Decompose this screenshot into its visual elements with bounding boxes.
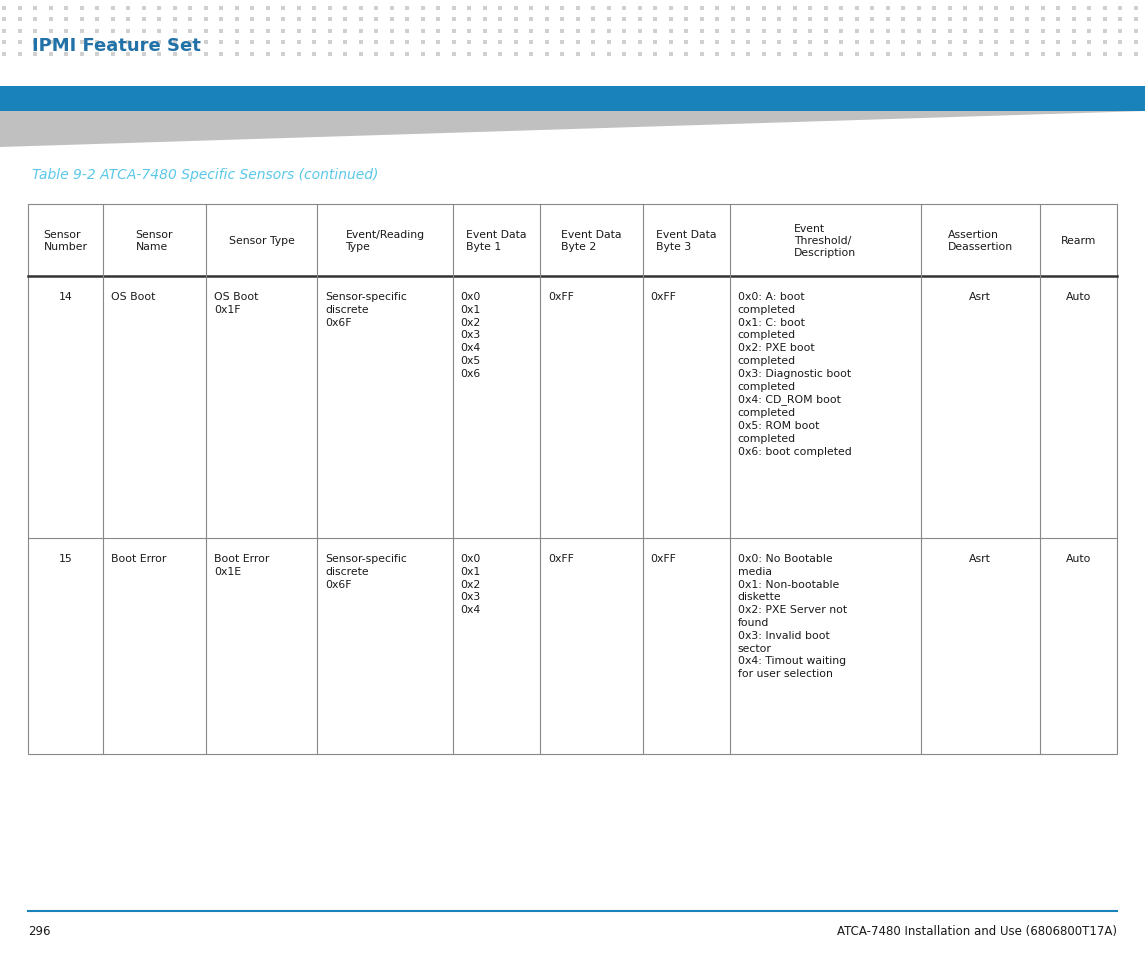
- Text: Boot Error
0x1E: Boot Error 0x1E: [214, 554, 269, 577]
- Text: Table 9-2 ATCA-7480 Specific Sensors (continued): Table 9-2 ATCA-7480 Specific Sensors (co…: [32, 168, 378, 182]
- Text: Assertion
Deassertion: Assertion Deassertion: [948, 230, 1013, 252]
- Text: Event Data
Byte 1: Event Data Byte 1: [466, 230, 527, 252]
- Text: OS Boot: OS Boot: [111, 292, 156, 302]
- Text: IPMI Feature Set: IPMI Feature Set: [32, 37, 200, 55]
- Text: Auto: Auto: [1066, 292, 1091, 302]
- Text: Asrt: Asrt: [970, 554, 992, 563]
- Text: Asrt: Asrt: [970, 292, 992, 302]
- Text: Event/Reading
Type: Event/Reading Type: [346, 230, 425, 252]
- Text: Sensor Type: Sensor Type: [229, 235, 294, 246]
- Bar: [27, 205, 1118, 754]
- Text: 0xFF: 0xFF: [650, 554, 677, 563]
- Text: 14: 14: [58, 292, 72, 302]
- Text: ATCA-7480 Installation and Use (6806800T17A): ATCA-7480 Installation and Use (6806800T…: [837, 924, 1118, 938]
- Text: Event Data
Byte 2: Event Data Byte 2: [561, 230, 622, 252]
- Text: 296: 296: [27, 924, 50, 938]
- Text: Sensor-specific
discrete
0x6F: Sensor-specific discrete 0x6F: [325, 292, 408, 327]
- Text: 0x0
0x1
0x2
0x3
0x4
0x5
0x6: 0x0 0x1 0x2 0x3 0x4 0x5 0x6: [460, 292, 481, 378]
- Bar: [0, 87, 1145, 112]
- Text: 15: 15: [58, 554, 72, 563]
- Text: 0xFF: 0xFF: [650, 292, 677, 302]
- Text: Auto: Auto: [1066, 554, 1091, 563]
- Text: Event Data
Byte 3: Event Data Byte 3: [656, 230, 717, 252]
- Text: Rearm: Rearm: [1060, 235, 1096, 246]
- Text: 0xFF: 0xFF: [547, 292, 574, 302]
- Text: Sensor
Number: Sensor Number: [44, 230, 87, 252]
- Text: Event
Threshold/
Description: Event Threshold/ Description: [795, 223, 856, 258]
- Text: Boot Error: Boot Error: [111, 554, 166, 563]
- Text: 0x0: No Bootable
media
0x1: Non-bootable
diskette
0x2: PXE Server not
found
0x3:: 0x0: No Bootable media 0x1: Non-bootable…: [737, 554, 847, 679]
- Polygon shape: [0, 112, 1145, 148]
- Text: Sensor-specific
discrete
0x6F: Sensor-specific discrete 0x6F: [325, 554, 408, 589]
- Text: 0x0
0x1
0x2
0x3
0x4: 0x0 0x1 0x2 0x3 0x4: [460, 554, 481, 615]
- Text: OS Boot
0x1F: OS Boot 0x1F: [214, 292, 259, 314]
- Text: Sensor
Name: Sensor Name: [136, 230, 173, 252]
- Text: 0x0: A: boot
completed
0x1: C: boot
completed
0x2: PXE boot
completed
0x3: Diagn: 0x0: A: boot completed 0x1: C: boot comp…: [737, 292, 852, 456]
- Text: 0xFF: 0xFF: [547, 554, 574, 563]
